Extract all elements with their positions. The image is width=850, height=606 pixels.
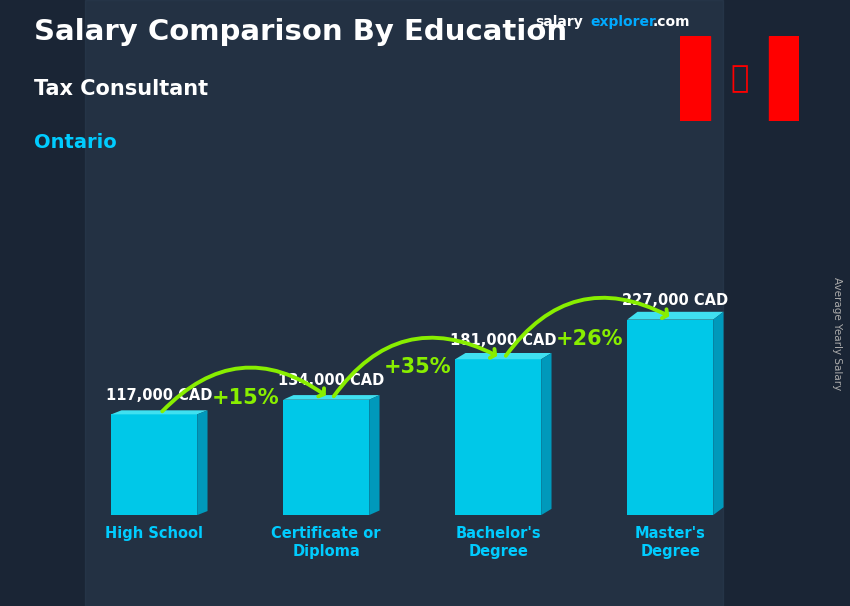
FancyArrowPatch shape xyxy=(506,298,667,356)
Text: 181,000 CAD: 181,000 CAD xyxy=(450,333,557,347)
Bar xyxy=(627,319,713,515)
Text: Ontario: Ontario xyxy=(34,133,116,152)
Text: 🍁: 🍁 xyxy=(730,64,749,93)
Polygon shape xyxy=(627,312,723,319)
Bar xyxy=(769,36,799,121)
Polygon shape xyxy=(283,395,379,400)
Text: explorer: explorer xyxy=(591,15,656,29)
Polygon shape xyxy=(456,353,552,359)
Text: +15%: +15% xyxy=(212,388,279,408)
Text: 117,000 CAD: 117,000 CAD xyxy=(106,388,212,402)
Bar xyxy=(283,400,369,515)
Text: +26%: +26% xyxy=(556,329,623,349)
Polygon shape xyxy=(197,410,207,515)
Text: 134,000 CAD: 134,000 CAD xyxy=(278,373,384,388)
Text: salary: salary xyxy=(536,15,583,29)
FancyArrowPatch shape xyxy=(162,368,324,411)
Text: Average Yearly Salary: Average Yearly Salary xyxy=(832,277,842,390)
Text: Tax Consultant: Tax Consultant xyxy=(34,79,208,99)
Polygon shape xyxy=(111,410,207,415)
Polygon shape xyxy=(369,395,379,515)
Bar xyxy=(111,415,197,515)
Bar xyxy=(85,0,722,606)
Text: .com: .com xyxy=(653,15,690,29)
Bar xyxy=(456,359,541,515)
Text: Salary Comparison By Education: Salary Comparison By Education xyxy=(34,18,567,46)
Polygon shape xyxy=(713,312,723,515)
Polygon shape xyxy=(541,353,552,515)
Text: 227,000 CAD: 227,000 CAD xyxy=(622,293,728,308)
Text: +35%: +35% xyxy=(383,356,451,376)
Bar xyxy=(680,36,710,121)
FancyArrowPatch shape xyxy=(334,338,496,396)
